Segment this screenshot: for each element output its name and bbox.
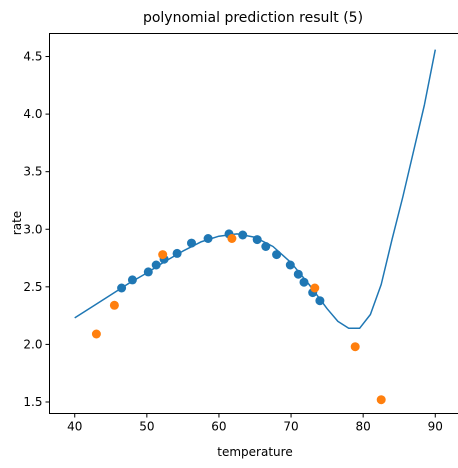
test-point	[376, 395, 386, 405]
x-tick-label: 70	[283, 420, 298, 434]
train-point	[151, 260, 161, 270]
x-tick-label: 80	[356, 420, 371, 434]
fit-curve-line	[74, 49, 437, 330]
train-point	[187, 238, 196, 248]
test-point	[91, 329, 101, 339]
test-point	[158, 250, 168, 260]
x-axis: 40 50 60 70 80 90	[67, 413, 443, 434]
train-point	[203, 234, 213, 243]
train-point	[117, 283, 127, 293]
train-point	[238, 230, 248, 240]
train-point	[272, 250, 282, 260]
x-tick-label: 90	[428, 420, 443, 434]
x-tick-label: 60	[211, 420, 226, 434]
y-axis: 1.5 2.0 2.5 3.0 3.5 4.0 4.5	[23, 50, 50, 409]
train-point	[127, 275, 137, 285]
y-tick-label: 3.0	[23, 222, 42, 236]
train-point	[299, 277, 309, 287]
train-point	[143, 267, 153, 277]
test-point	[350, 342, 360, 352]
chart-title: polynomial prediction result (5)	[143, 10, 363, 26]
train-point	[315, 296, 325, 306]
plot-frame	[49, 33, 458, 414]
train-point	[293, 269, 303, 279]
train-point	[172, 248, 182, 258]
y-tick-label: 1.5	[23, 395, 42, 409]
y-tick-label: 2.5	[23, 280, 42, 294]
plot-area	[74, 49, 437, 405]
y-tick-label: 3.5	[23, 165, 42, 179]
y-tick-label: 4.5	[23, 50, 42, 64]
train-point	[285, 260, 295, 270]
train-point	[252, 235, 262, 245]
test-point	[109, 300, 119, 310]
y-tick-label: 2.0	[23, 337, 42, 351]
x-tick-label: 50	[139, 420, 154, 434]
x-tick-label: 40	[67, 420, 82, 434]
test-point	[227, 234, 237, 243]
y-tick-label: 4.0	[23, 107, 42, 121]
y-axis-label: rate	[10, 211, 24, 235]
x-axis-label: temperature	[217, 445, 292, 459]
train-point	[261, 242, 271, 251]
test-point	[310, 283, 320, 293]
